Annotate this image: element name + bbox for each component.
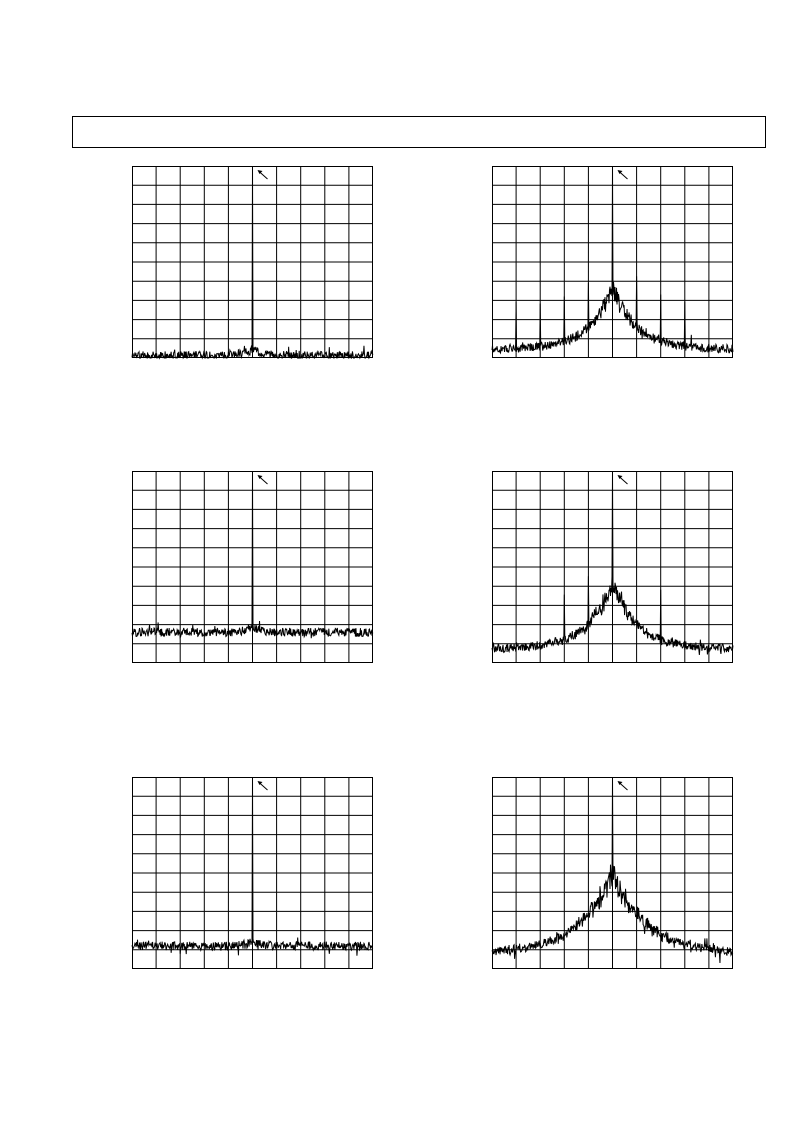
spectrum-plot-6 xyxy=(491,776,734,969)
header-box xyxy=(72,116,766,148)
spectrum-plot-2 xyxy=(491,165,734,358)
spectrum-trace xyxy=(491,776,734,964)
carrier-arrowhead xyxy=(617,781,623,785)
spectrum-plot-5 xyxy=(131,776,374,969)
carrier-arrowhead xyxy=(257,170,263,174)
carrier-arrowhead xyxy=(617,170,623,174)
spectrum-plot-4 xyxy=(491,470,734,663)
spectrum-trace xyxy=(131,470,374,640)
carrier-arrowhead xyxy=(617,475,623,479)
spectrum-trace xyxy=(131,165,374,360)
spectrum-trace xyxy=(131,776,374,956)
carrier-arrowhead xyxy=(257,475,263,479)
spectrum-trace xyxy=(491,165,734,355)
spectrum-trace xyxy=(491,470,734,655)
spectrum-plot-3 xyxy=(131,470,374,663)
spectrum-plot-1 xyxy=(131,165,374,360)
carrier-arrowhead xyxy=(257,781,263,785)
